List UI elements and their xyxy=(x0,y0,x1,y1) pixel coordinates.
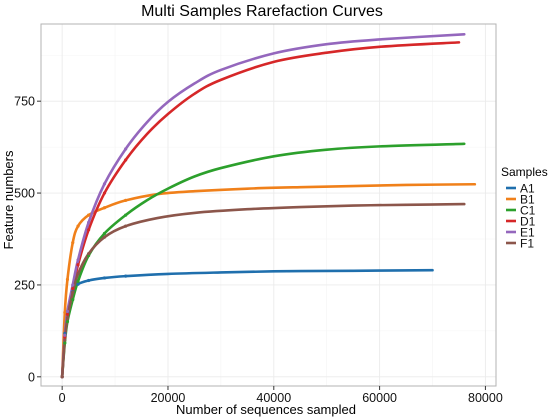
y-tick-label: 0 xyxy=(28,370,35,384)
data-point-c1 xyxy=(71,298,75,302)
series-line-e1 xyxy=(60,32,466,379)
panel-border xyxy=(40,23,497,387)
data-point-f1 xyxy=(87,252,91,256)
data-point-a1 xyxy=(76,282,80,286)
data-point-c1 xyxy=(76,279,80,283)
data-point-b1 xyxy=(65,277,70,282)
y-axis-label: Feature numbers xyxy=(1,150,16,249)
x-tick-label: 80000 xyxy=(468,391,503,405)
data-point-c1 xyxy=(63,341,67,345)
data-point-b1 xyxy=(76,224,80,228)
series-line-c1 xyxy=(60,142,466,379)
grid-lines xyxy=(41,24,496,386)
x-tick-label: 60000 xyxy=(362,391,397,405)
data-point-e1 xyxy=(63,333,67,337)
data-point-e1 xyxy=(87,220,91,225)
y-tick-label: 500 xyxy=(14,187,35,201)
data-point-f1 xyxy=(102,235,107,239)
x-axis-label: Number of sequences sampled xyxy=(176,402,356,417)
legend-label-e1: E1 xyxy=(520,226,535,240)
x-tick-label: 0 xyxy=(59,391,66,405)
data-point-f1 xyxy=(63,338,67,342)
legend-title: Samples xyxy=(501,165,548,179)
series-line-a1 xyxy=(60,268,434,379)
data-point-e1 xyxy=(124,147,128,151)
x-tick-label: 40000 xyxy=(256,391,291,405)
data-point-d1 xyxy=(87,228,91,232)
x-tick-label: 20000 xyxy=(151,391,186,405)
data-point-c1 xyxy=(102,231,107,236)
data-point-d1 xyxy=(71,287,75,291)
data-point-b1 xyxy=(63,310,67,315)
legend-label-c1: C1 xyxy=(520,204,536,218)
data-point-d1 xyxy=(65,312,70,316)
data-point-f1 xyxy=(71,290,75,294)
data-point-f1 xyxy=(60,375,64,379)
data-point-b1 xyxy=(102,206,107,210)
legend-label-a1: A1 xyxy=(520,182,535,196)
data-point-f1 xyxy=(124,224,128,228)
data-point-b1 xyxy=(71,241,75,245)
data-point-a1 xyxy=(102,276,107,280)
data-point-c1 xyxy=(124,213,128,217)
data-point-e1 xyxy=(102,182,107,186)
data-point-c1 xyxy=(65,320,70,324)
data-point-f1 xyxy=(76,272,80,276)
legend-label-d1: D1 xyxy=(520,215,536,229)
series-lines xyxy=(60,32,477,379)
chart-title: Multi Samples Rarefaction Curves xyxy=(141,3,383,20)
y-tick-label: 750 xyxy=(14,95,35,109)
data-point-a1 xyxy=(124,274,128,278)
data-point-d1 xyxy=(124,158,128,162)
legend-label-f1: F1 xyxy=(520,237,534,251)
data-point-e1 xyxy=(71,283,75,287)
y-axis: 0 250 500 750 xyxy=(14,95,41,384)
series-line-f1 xyxy=(60,202,466,379)
data-point-e1 xyxy=(76,258,80,262)
data-point-e1 xyxy=(65,309,70,313)
data-point-b1 xyxy=(87,213,91,217)
legend-label-b1: B1 xyxy=(520,193,535,207)
x-axis: 0 20000 40000 60000 80000 xyxy=(59,386,503,405)
series-points xyxy=(60,147,128,379)
plot-panel xyxy=(40,23,497,387)
data-point-a1 xyxy=(87,278,91,283)
data-point-d1 xyxy=(76,263,80,267)
y-tick-label: 250 xyxy=(14,278,35,292)
data-point-b1 xyxy=(124,198,128,203)
series-line-b1 xyxy=(60,182,477,379)
data-point-f1 xyxy=(65,316,70,320)
data-point-d1 xyxy=(102,191,107,195)
